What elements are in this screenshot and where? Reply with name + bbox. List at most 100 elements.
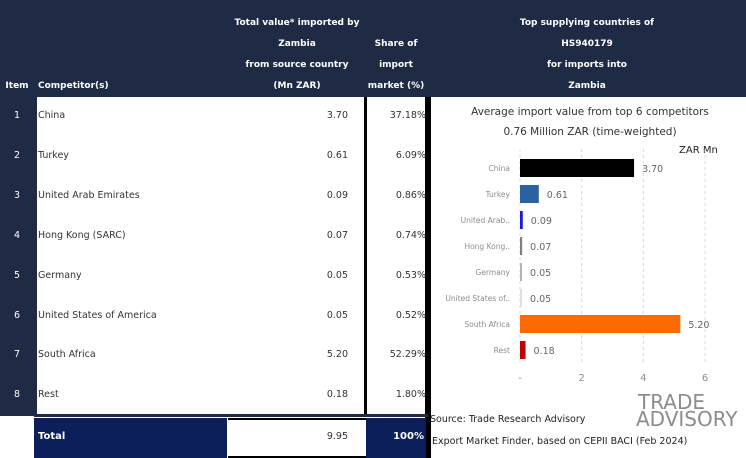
category-label: Hong Kong.. [464, 242, 510, 251]
row-item: 1 [13, 110, 21, 121]
table-row: 2 Turkey 0.61 6.09% [0, 137, 430, 177]
category-label: United Arab.. [461, 216, 510, 225]
logo-line-1: TRADE [638, 390, 706, 414]
table-row: 3 United Arab Emirates 0.09 0.86% [0, 177, 430, 217]
value-label: 0.61 [547, 190, 568, 201]
category-label: Turkey [485, 190, 511, 199]
value-label: 0.18 [534, 346, 555, 357]
value-label: 0.09 [531, 216, 552, 227]
chart-title: Average import value from top 6 competit… [471, 106, 709, 118]
category-label: China [489, 164, 510, 173]
row-share: 0.86% [395, 190, 426, 201]
bar [520, 211, 523, 229]
row-share: 1.80% [395, 389, 426, 400]
value-label: 0.07 [530, 242, 551, 253]
category-label: Germany [476, 268, 511, 277]
row-share: 37.18% [389, 110, 426, 121]
header-top-supplying-1: Top supplying countries of [519, 18, 655, 28]
category-label: Rest [494, 346, 510, 355]
row-value: 0.07 [326, 230, 348, 241]
category-label: United States of.. [445, 294, 510, 303]
header-total-value-1: Total value* imported by [234, 18, 360, 28]
value-label: 3.70 [642, 164, 663, 175]
row-item: 7 [13, 349, 21, 360]
table-row: 8 Rest 0.18 1.80% [0, 376, 430, 416]
source-line-1: Source: Trade Research Advisory [430, 414, 586, 425]
row-share: 0.52% [395, 310, 426, 321]
table-row: 1 China 3.70 37.18% [0, 97, 430, 137]
column-divider-share-left [364, 97, 367, 416]
header-competitor: Competitor(s) [38, 81, 109, 91]
row-share: 52.29% [389, 349, 426, 360]
total-label-cell: Total [34, 418, 227, 458]
row-value: 0.05 [326, 310, 348, 321]
source-line-2: Export Market Finder, based on CEPII BAC… [432, 436, 688, 447]
table-row: 7 South Africa 5.20 52.29% [0, 336, 430, 376]
row-competitor: Rest [38, 389, 59, 400]
bar [520, 159, 635, 177]
header-top-supplying-4: Zambia [568, 81, 606, 91]
row-item: 5 [13, 270, 21, 281]
x-tick-label: 2 [578, 373, 584, 384]
column-divider-item [34, 97, 37, 416]
bar [520, 289, 522, 307]
row-competitor: United Arab Emirates [38, 190, 140, 201]
chart-subtitle: 0.76 Million ZAR (time-weighted) [503, 126, 677, 138]
row-item: 4 [13, 230, 21, 241]
row-share: 6.09% [395, 150, 426, 161]
row-value: 0.18 [326, 389, 348, 400]
row-value: 0.09 [326, 190, 348, 201]
table-row: 5 Germany 0.05 0.53% [0, 257, 430, 297]
header-total-value-3: from source country [245, 60, 349, 70]
row-value: 0.61 [326, 150, 348, 161]
table-body [34, 97, 424, 416]
row-item: 2 [13, 150, 21, 161]
header-item: Item [5, 81, 29, 91]
table-header [0, 0, 746, 97]
header-total-value-2: Zambia [278, 39, 316, 49]
table-row: 4 Hong Kong (SARC) 0.07 0.74% [0, 217, 430, 257]
x-tick-label: 6 [702, 373, 708, 384]
value-label: 0.05 [530, 268, 551, 279]
trade-advisory-logo: TRADE ADVISORY [636, 390, 738, 431]
header-top-supplying-3: for imports into [547, 60, 627, 70]
header-share-2: import [379, 60, 413, 70]
x-tick-label: 4 [640, 373, 646, 384]
table-bottom-border [34, 414, 428, 417]
x-tick-label: - [518, 373, 522, 384]
column-divider-share-right [425, 97, 428, 458]
bar [520, 341, 526, 359]
header-top-supplying-2: HS940179 [561, 39, 613, 49]
bar [520, 263, 522, 281]
header-share-1: Share of [374, 39, 418, 49]
total-share: 100% [393, 431, 424, 442]
header-share-3: market (%) [367, 81, 425, 91]
row-share: 0.53% [395, 270, 426, 281]
chart-panel: Average import value from top 6 competit… [428, 97, 746, 458]
bar [520, 185, 539, 203]
total-value: 9.95 [326, 431, 348, 442]
row-value: 5.20 [326, 349, 348, 360]
row-competitor: United States of America [38, 310, 157, 321]
total-share-cell: 100% [366, 418, 426, 458]
row-item: 3 [13, 190, 21, 201]
row-competitor: Germany [38, 270, 82, 281]
row-competitor: Hong Kong (SARC) [38, 230, 126, 241]
row-share: 0.74% [395, 230, 426, 241]
bar [520, 315, 681, 333]
row-competitor: China [38, 110, 66, 121]
row-value: 0.05 [326, 270, 348, 281]
row-item: 6 [13, 310, 21, 321]
logo-line-2: ADVISORY [636, 407, 738, 431]
value-label: 0.05 [530, 294, 551, 305]
row-competitor: South Africa [38, 349, 96, 360]
row-item: 8 [13, 389, 21, 400]
total-value-cell: 9.95 [228, 418, 366, 458]
total-label: Total [38, 431, 66, 442]
bar [520, 237, 523, 255]
chart-unit-label: ZAR Mn [679, 145, 718, 156]
header-total-value-4: (Mn ZAR) [273, 81, 321, 91]
value-label: 5.20 [688, 320, 709, 331]
row-competitor: Turkey [38, 150, 69, 161]
table-row: 6 United States of America 0.05 0.52% [0, 297, 430, 337]
